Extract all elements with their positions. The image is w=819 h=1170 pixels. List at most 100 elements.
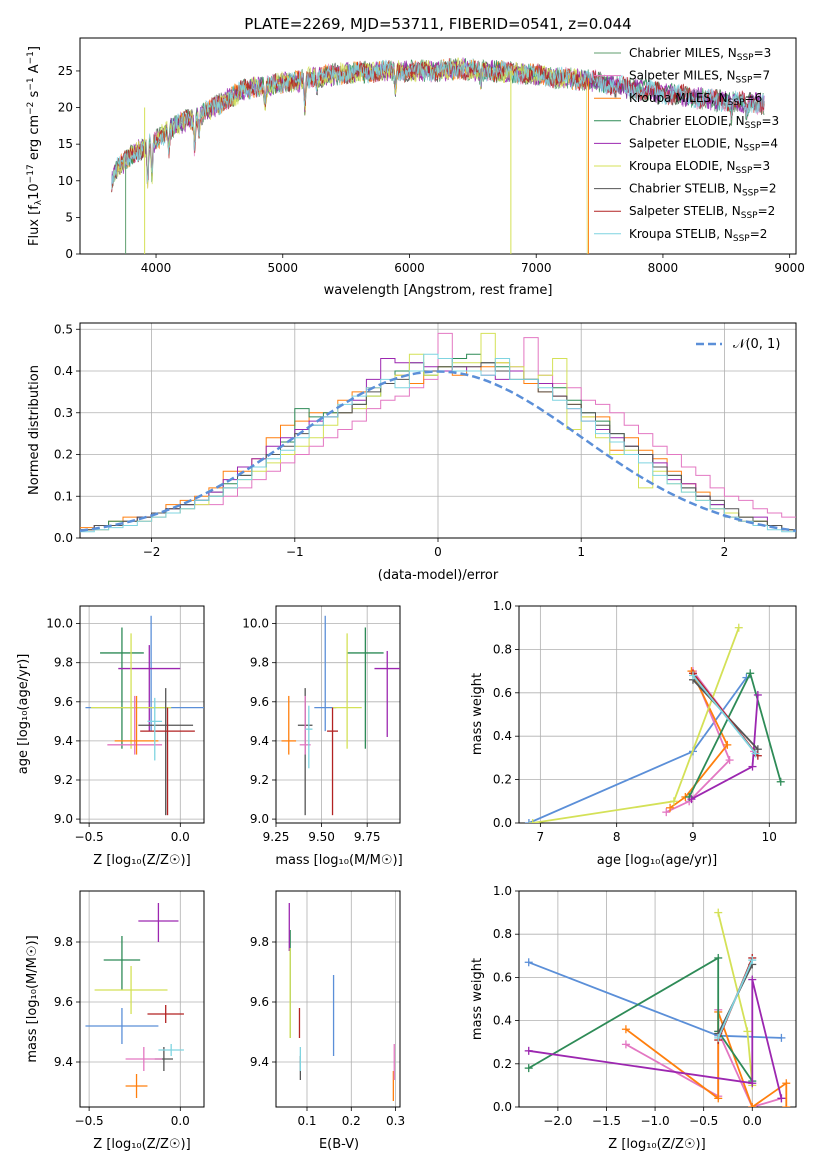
ebv-mass-panel: E(B-V) 0.1 0.2 0.3 9.4 9.6 9.8 [250, 890, 405, 1152]
y-tick-label: 0.6 [493, 970, 512, 984]
legend-name: Kroupa MILES, N [629, 91, 728, 105]
legend-subscript: SSP [743, 143, 760, 153]
legend-subscript: SSP [736, 76, 753, 86]
legend-subscript: SSP [745, 121, 762, 131]
grid-lines [80, 606, 204, 823]
grid-lines [276, 891, 400, 1107]
ebv-mass-axes-frame [275, 890, 401, 1108]
z-age-ylabel: age [log₁₀(age/yr)] [16, 654, 31, 775]
histogram-series [80, 332, 796, 533]
y-tick-label: 5 [65, 210, 73, 224]
grid-lines [519, 890, 796, 1108]
legend-name: Kroupa ELODIE, N [629, 159, 736, 173]
legend-label: Salpeter MILES, NSSP=7 [629, 69, 770, 86]
grid-lines [275, 606, 400, 823]
legend-label: Salpeter STELIB, NSSP=2 [629, 204, 775, 221]
y-tick-label: 9.6 [250, 695, 269, 709]
y-tick-label: 0.0 [493, 1100, 512, 1114]
legend-subscript: SSP [728, 98, 745, 108]
x-tick-label: 0.0 [171, 830, 190, 844]
x-tick-label: 5000 [267, 261, 298, 275]
y-tick-label: 0.3 [54, 406, 73, 420]
spectrum-line [111, 58, 765, 193]
x-tick-label: 0.0 [743, 1114, 762, 1128]
legend-name: Salpeter MILES, N [629, 69, 736, 83]
legend-suffix: =3 [761, 114, 779, 128]
z-age-xlabel: Z [log₁₀(Z/Z☉)] [93, 853, 190, 868]
legend-suffix: =3 [752, 159, 770, 173]
y-tick-label: 1.0 [493, 599, 512, 613]
x-tick-label: 6000 [394, 261, 425, 275]
y-tick-label: 0.4 [493, 729, 512, 743]
y-tick-label: 9.4 [250, 734, 269, 748]
weight-line [688, 670, 782, 798]
legend-subscript: SSP [733, 234, 750, 244]
y-tick-label: 0.0 [493, 816, 512, 830]
ylabel-part: −2 [26, 102, 36, 115]
legend-suffix: =6 [745, 91, 763, 105]
z-weight-xlabel: Z [log₁₀(Z/Z☉)] [608, 1137, 705, 1152]
ylabel-part: Flux [f [27, 205, 42, 246]
spectrum-line [111, 57, 588, 254]
weight-line [692, 674, 757, 755]
y-tick-label: 0.2 [54, 448, 73, 462]
y-tick-label: 9.2 [54, 773, 73, 787]
age-weight-xlabel: age [log₁₀(age/yr)] [597, 853, 718, 868]
legend-subscript: SSP [736, 166, 753, 176]
y-tick-label: 0.1 [54, 489, 73, 503]
y-tick-label: 15 [58, 137, 73, 151]
legend-name: Kroupa STELIB, N [629, 227, 733, 241]
y-tick-label: 0.8 [493, 927, 512, 941]
ylabel-part: A [27, 64, 42, 77]
legend-subscript: SSP [742, 189, 759, 199]
y-tick-label: 0.0 [54, 531, 73, 545]
y-tick-label: 20 [58, 101, 73, 115]
ylabel-part: −1 [26, 77, 36, 90]
x-tick-label: −0.5 [75, 1114, 104, 1128]
x-tick-label: 10 [762, 830, 777, 844]
z-mass-ylabel: mass [log₁₀(M/M☉)] [25, 935, 40, 1062]
x-tick-label: −1.0 [640, 1114, 669, 1128]
z-weight-ylabel: mass weight [470, 958, 485, 1040]
legend-label: Kroupa STELIB, NSSP=2 [629, 227, 767, 244]
legend-label: Chabrier STELIB, NSSP=2 [629, 182, 777, 199]
y-tick-label: 9.6 [54, 995, 73, 1009]
x-tick-label: −2.0 [543, 1114, 572, 1128]
residual-histogram-panel: (data-model)/error Normed distribution −… [27, 322, 797, 583]
x-tick-label: −1 [286, 545, 304, 559]
legend-suffix: =4 [760, 136, 778, 150]
errorbar-points [288, 903, 395, 1101]
legend-label: Kroupa MILES, NSSP=6 [629, 91, 762, 108]
weight-line [528, 956, 754, 1082]
legend-label: Salpeter ELODIE, NSSP=4 [629, 136, 778, 153]
z-weight-axes-frame [518, 890, 797, 1108]
z-mass-axes-frame [79, 890, 205, 1108]
y-tick-label: 0.5 [54, 322, 73, 336]
y-tick-label: 25 [58, 64, 73, 78]
y-tick-label: 10.0 [242, 617, 269, 631]
z-age-axes-frame [79, 605, 205, 824]
histogram-ylabel: Normed distribution [27, 365, 42, 495]
x-tick-label: 0.0 [171, 1114, 190, 1128]
histogram-step [80, 332, 796, 531]
ebv-mass-xlabel: E(B-V) [319, 1137, 359, 1152]
grid-lines [80, 891, 204, 1107]
weight-series [524, 908, 791, 1107]
legend-name: Salpeter ELODIE, N [629, 136, 743, 150]
weight-line [528, 979, 783, 1099]
legend-subscript: SSP [741, 211, 758, 221]
y-tick-label: 0.2 [493, 1057, 512, 1071]
z-mass-panel: Z [log₁₀(Z/Z☉)] mass [log₁₀(M/M☉)] −0.5 0… [25, 890, 205, 1152]
ylabel-part: s [27, 90, 42, 101]
legend-label: Kroupa ELODIE, NSSP=3 [629, 159, 770, 176]
ylabel-part: ] [27, 46, 42, 51]
y-tick-label: 0.8 [493, 642, 512, 656]
ylabel-part: erg cm [27, 115, 42, 164]
spectrum-line [111, 58, 765, 190]
x-tick-label: −2 [143, 545, 161, 559]
y-tick-label: 0 [65, 247, 73, 261]
legend-label: Chabrier MILES, NSSP=3 [629, 46, 771, 63]
x-tick-label: 0 [434, 545, 442, 559]
y-tick-label: 9.6 [54, 695, 73, 709]
